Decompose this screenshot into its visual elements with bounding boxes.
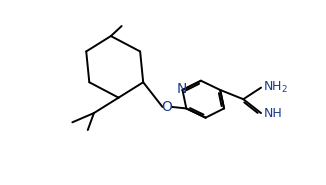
Text: O: O	[162, 100, 172, 114]
Text: NH$_2$: NH$_2$	[263, 80, 288, 95]
Text: N: N	[176, 82, 187, 96]
Text: NH: NH	[263, 107, 282, 120]
